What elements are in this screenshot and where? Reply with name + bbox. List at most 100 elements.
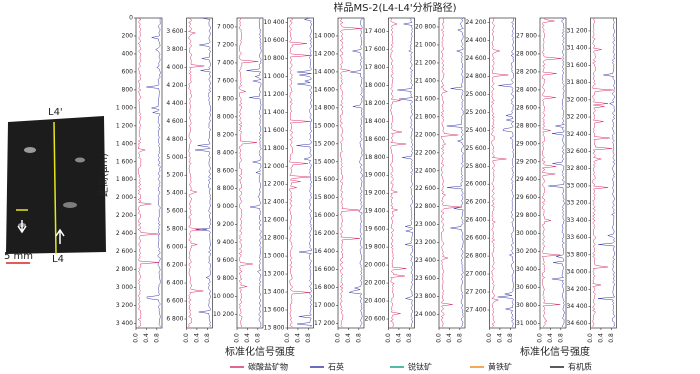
y-tick-label: 26 400 bbox=[466, 217, 487, 224]
y-tick-label: 8 000 bbox=[217, 113, 234, 120]
y-tick-label: 20 200 bbox=[365, 280, 386, 287]
panel-frame bbox=[135, 17, 163, 329]
x-tick-label: 0.8 bbox=[456, 333, 463, 343]
y-tick-label: 2 600 bbox=[116, 248, 133, 255]
x-tick-label: 0.4 bbox=[597, 333, 604, 343]
y-tick-label: 27 400 bbox=[466, 307, 487, 314]
y-tick-label: 12 600 bbox=[264, 217, 285, 224]
y-tick-label: 11 800 bbox=[264, 145, 285, 152]
y-tick-label: 7 800 bbox=[217, 95, 234, 102]
signal-trace bbox=[497, 17, 515, 328]
y-tick-label: 4 400 bbox=[166, 100, 183, 107]
y-tick-label: 15 000 bbox=[314, 122, 335, 129]
y-tick-label: 16 400 bbox=[314, 248, 335, 255]
y-tick-label: 2 800 bbox=[116, 266, 133, 273]
x-tick-label: 0.0 bbox=[133, 333, 140, 343]
y-tick-label: 1 400 bbox=[116, 140, 133, 147]
y-tick-label: 21 600 bbox=[415, 95, 436, 102]
y-tick-label: 8 400 bbox=[217, 149, 234, 156]
x-tick-label: 0.0 bbox=[486, 333, 493, 343]
y-tick-label: 32 600 bbox=[567, 148, 588, 155]
y-tick-label: 13 200 bbox=[264, 271, 285, 278]
x-tick-label: 0.4 bbox=[547, 333, 554, 343]
y-tick-label: 5 400 bbox=[166, 190, 183, 197]
y-tick-label: 5 600 bbox=[166, 208, 183, 215]
y-tick-label: 30 000 bbox=[516, 230, 537, 237]
y-tick-label: 6 800 bbox=[166, 316, 183, 323]
x-tick-label: 0.8 bbox=[153, 333, 160, 343]
y-tick-label: 34 400 bbox=[567, 303, 588, 310]
x-axis-label: 标准化信号强度 bbox=[520, 345, 590, 358]
y-tick-label: 11 000 bbox=[264, 73, 285, 80]
y-tick-label: 7 400 bbox=[217, 59, 234, 66]
y-tick-label: 23 000 bbox=[415, 221, 436, 228]
y-tick-label: 9 200 bbox=[217, 221, 234, 228]
signal-trace bbox=[592, 17, 613, 328]
x-tick-label: 0.8 bbox=[608, 333, 615, 343]
y-tick-label: 18 600 bbox=[365, 136, 386, 143]
y-tick-label: 20 600 bbox=[365, 316, 386, 323]
y-tick-label: 8 600 bbox=[217, 167, 234, 174]
x-tick-label: 0.0 bbox=[537, 333, 544, 343]
panel-frame bbox=[337, 17, 365, 329]
y-tick-label: 13 000 bbox=[264, 253, 285, 260]
y-tick-label: 16 800 bbox=[314, 284, 335, 291]
y-tick-label: 20 000 bbox=[365, 262, 386, 269]
y-tick-label: 27 200 bbox=[466, 289, 487, 296]
y-tick-label: 32 200 bbox=[567, 114, 588, 121]
y-tick-label: 24 000 bbox=[415, 311, 436, 318]
y-tick-label: 4 600 bbox=[166, 118, 183, 125]
y-tick-label: 15 200 bbox=[314, 140, 335, 147]
y-tick-label: 26 000 bbox=[466, 181, 487, 188]
legend-label: 锐钛矿 bbox=[408, 362, 432, 372]
arrow bbox=[17, 220, 27, 234]
y-tick-label: 12 400 bbox=[264, 199, 285, 206]
y-tick-label: 16 000 bbox=[314, 212, 335, 219]
signal-trace bbox=[146, 17, 161, 328]
y-tick-label: 23 200 bbox=[415, 239, 436, 246]
x-tick-label: 0.0 bbox=[234, 333, 241, 343]
signal-trace bbox=[597, 18, 616, 328]
y-tick-label: 27 000 bbox=[466, 271, 487, 278]
panel-frame bbox=[287, 17, 314, 329]
signal-trace bbox=[548, 17, 565, 327]
y-tick-label: 12 800 bbox=[264, 235, 285, 242]
y-tick-label: 7 600 bbox=[217, 77, 234, 84]
y-tick-label: 23 400 bbox=[415, 257, 436, 264]
signal-trace bbox=[440, 17, 462, 328]
y-tick-label: 20 800 bbox=[415, 23, 436, 30]
x-tick-label: 0.4 bbox=[244, 333, 251, 343]
y-tick-label: 15 800 bbox=[314, 194, 335, 201]
panel-frame bbox=[489, 17, 516, 329]
y-tick-label: 22 200 bbox=[415, 149, 436, 156]
y-tick-label: 800 bbox=[122, 86, 134, 93]
y-tick-label: 6 400 bbox=[166, 280, 183, 287]
y-tick-label: 18 400 bbox=[365, 118, 386, 125]
y-tick-label: 29 400 bbox=[516, 176, 537, 183]
y-tick-label: 28 000 bbox=[516, 50, 537, 57]
x-tick-label: 0.4 bbox=[294, 333, 301, 343]
y-tick-label: 13 800 bbox=[264, 325, 285, 332]
x-tick-label: 0.8 bbox=[355, 333, 362, 343]
y-tick-label: 32 000 bbox=[567, 96, 588, 103]
x-tick-label: 0.4 bbox=[143, 333, 150, 343]
scale-label: 5 mm bbox=[4, 251, 33, 262]
y-tick-label: 26 800 bbox=[466, 253, 487, 260]
signal-trace bbox=[446, 17, 464, 328]
x-tick-label: 0.8 bbox=[254, 333, 261, 343]
y-tick-label: 19 200 bbox=[365, 190, 386, 197]
y-tick-label: 12 000 bbox=[264, 163, 285, 170]
y-tick-label: 17 800 bbox=[365, 64, 386, 71]
y-tick-label: 23 600 bbox=[415, 275, 436, 282]
y-tick-label: 18 200 bbox=[365, 100, 386, 107]
y-tick-label: 14 200 bbox=[314, 50, 335, 57]
y-tick-label: 20 400 bbox=[365, 298, 386, 305]
panel-frame bbox=[539, 17, 567, 329]
y-tick-label: 32 800 bbox=[567, 165, 588, 172]
x-tick-label: 0.8 bbox=[204, 333, 211, 343]
path-bottom-label: L4 bbox=[52, 254, 64, 265]
y-tick-label: 1 200 bbox=[116, 122, 133, 129]
y-tick-label: 22 800 bbox=[415, 203, 436, 210]
y-tick-label: 1 800 bbox=[116, 176, 133, 183]
y-tick-label: 27 800 bbox=[516, 32, 537, 39]
